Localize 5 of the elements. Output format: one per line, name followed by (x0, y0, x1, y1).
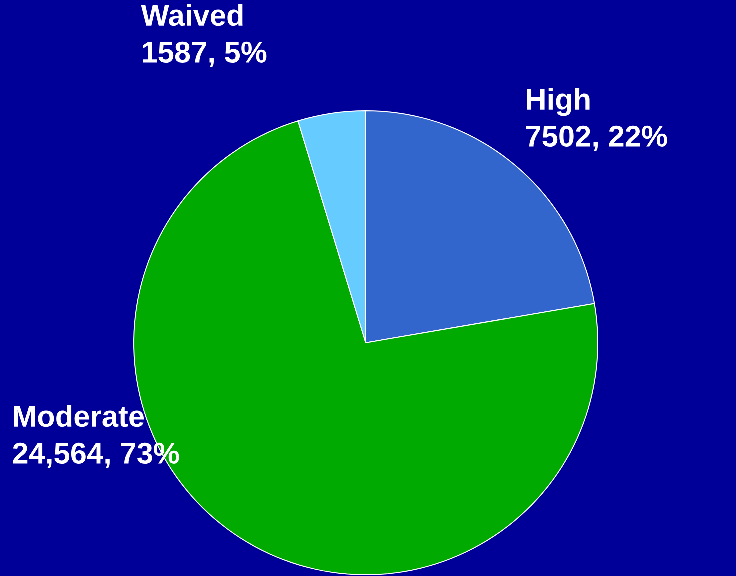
slice-label: High (527, 88, 590, 116)
data-label: 1587, 5% (143, 42, 267, 68)
slice-label: Moderate (14, 405, 144, 428)
data-label: 7502, 22% (526, 126, 668, 152)
slice-label: Waived (141, 4, 243, 26)
